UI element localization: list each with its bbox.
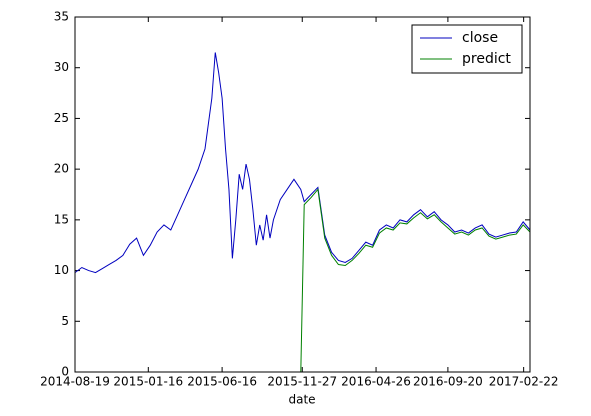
x-tick-label: 2016-09-20	[413, 375, 483, 389]
y-tick-label: 35	[54, 10, 69, 24]
y-tick-label: 10	[54, 263, 69, 277]
x-tick-label: 2015-11-27	[267, 375, 337, 389]
legend-label: close	[462, 30, 498, 46]
x-axis-label: date	[288, 393, 315, 407]
y-tick-label: 0	[61, 365, 69, 379]
y-tick-label: 20	[54, 162, 69, 176]
x-tick-label: 2014-08-19	[40, 375, 110, 389]
y-tick-label: 5	[61, 314, 69, 328]
y-tick-label: 25	[54, 111, 69, 125]
series-line	[74, 52, 531, 274]
y-tick-label: 30	[54, 60, 69, 74]
x-tick-label: 2016-04-26	[341, 375, 411, 389]
y-tick-label: 15	[54, 212, 69, 226]
legend-label: predict	[462, 51, 511, 67]
x-tick-label: 2017-02-22	[489, 375, 559, 389]
x-tick-label: 2015-06-16	[187, 375, 257, 389]
plot-frame	[74, 16, 531, 373]
x-tick-label: 2015-01-16	[113, 375, 183, 389]
legend-box	[411, 24, 523, 74]
